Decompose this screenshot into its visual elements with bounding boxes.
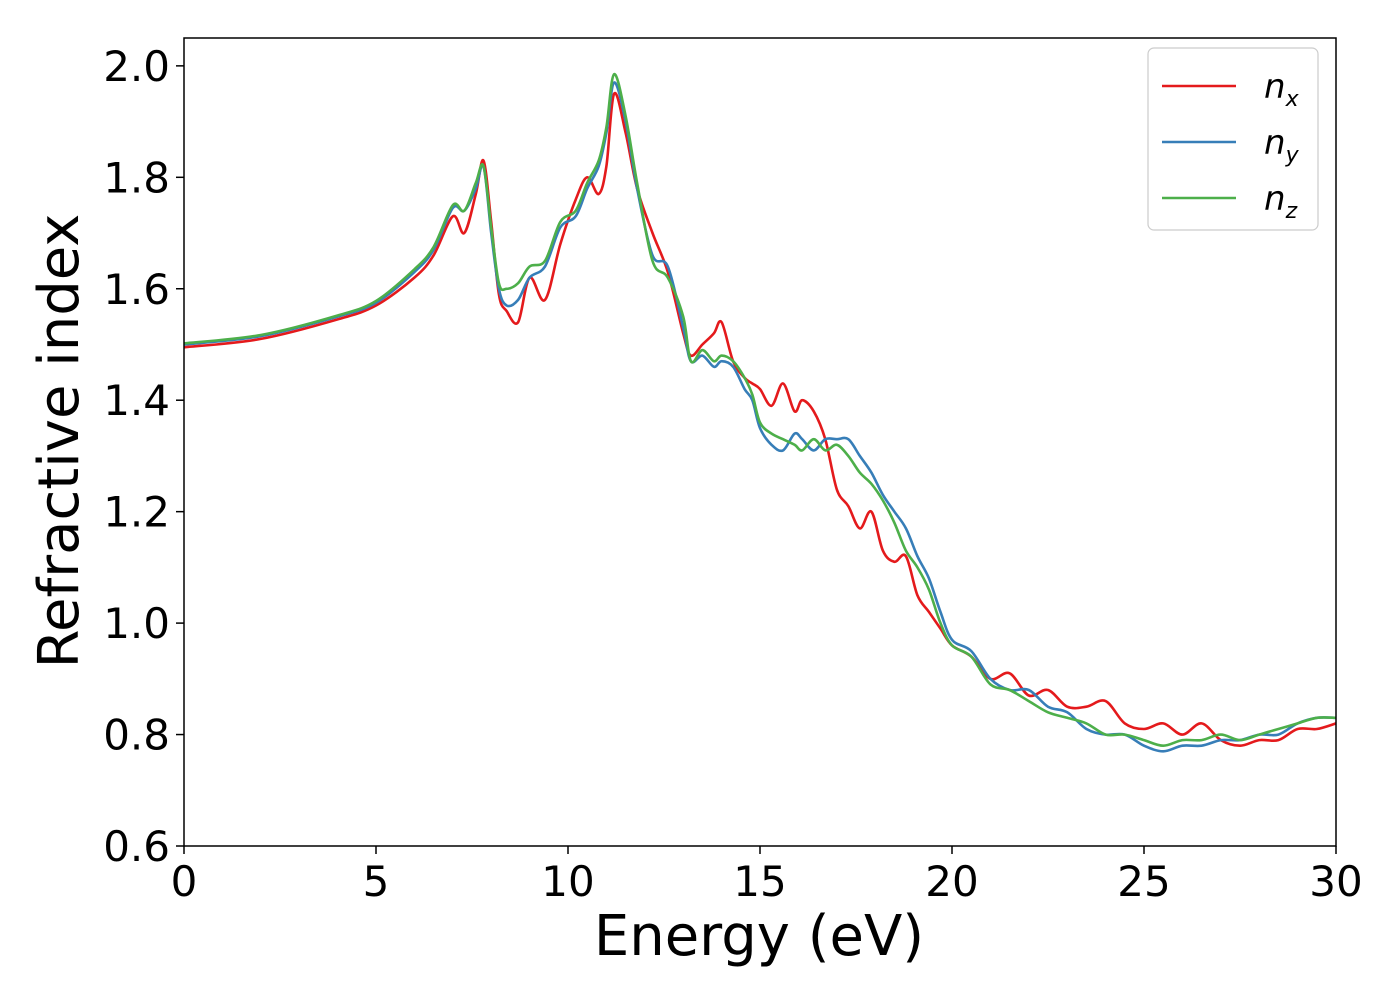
y-tick-label: 1.6 — [103, 265, 170, 314]
y-axis-title: Refractive index — [27, 214, 92, 669]
y-tick-label: 0.8 — [103, 711, 170, 760]
series-lines — [183, 72, 1337, 753]
legend-box — [1147, 47, 1319, 231]
series-line-nz — [183, 72, 1337, 747]
x-axis-ticks: 0 5 10 15 20 25 30 — [171, 846, 1363, 906]
y-tick-label: 2.0 — [103, 42, 170, 91]
x-axis-title: Energy (eV) — [594, 904, 924, 969]
legend: nx ny nz — [1147, 47, 1319, 231]
y-tick-label: 1.2 — [103, 488, 170, 537]
x-tick-label: 10 — [541, 857, 594, 906]
y-tick-label: 1.0 — [103, 599, 170, 648]
x-tick-label: 0 — [171, 857, 198, 906]
y-tick-label: 1.4 — [103, 376, 170, 425]
series-line-nx — [183, 91, 1337, 747]
legend-label-nz: nz — [1264, 179, 1298, 224]
x-tick-label: 20 — [925, 857, 978, 906]
x-tick-label: 25 — [1117, 857, 1170, 906]
y-tick-label: 0.6 — [103, 822, 170, 871]
y-tick-label: 1.8 — [103, 153, 170, 202]
legend-label-nx: nx — [1264, 67, 1300, 112]
x-tick-label: 5 — [363, 857, 390, 906]
x-tick-label: 30 — [1309, 857, 1362, 906]
x-tick-label: 15 — [733, 857, 786, 906]
legend-label-ny: ny — [1264, 123, 1300, 168]
y-axis-ticks: 0.6 0.8 1.0 1.2 1.4 1.6 1.8 2.0 — [103, 42, 184, 871]
